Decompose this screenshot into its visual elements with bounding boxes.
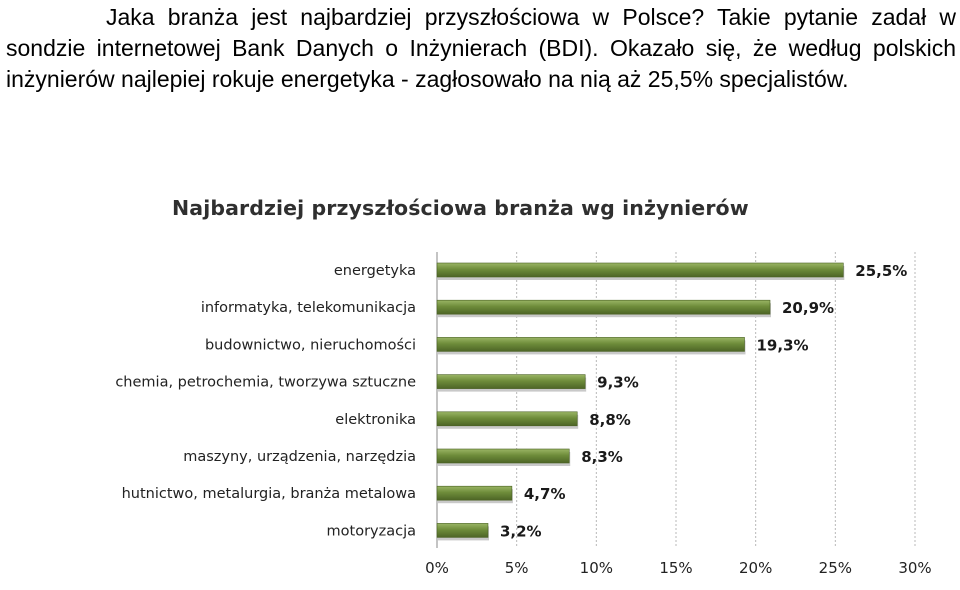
category-label: informatyka, telekomunikacja [201, 300, 416, 316]
category-label: budownictwo, nieruchomości [205, 337, 416, 353]
category-label: energetyka [334, 263, 416, 279]
value-label: 25,5% [855, 262, 907, 280]
value-label: 4,7% [524, 485, 566, 503]
grid-lines [516, 252, 916, 548]
category-label: hutnictwo, metalurgia, branża metalowa [122, 486, 416, 502]
category-label: elektronika [335, 412, 416, 428]
bar [436, 374, 586, 389]
x-tick-label: 0% [425, 559, 449, 577]
x-tick-label: 30% [898, 559, 931, 577]
x-tick-label: 25% [819, 559, 852, 577]
value-label: 20,9% [782, 299, 834, 317]
bar [436, 485, 513, 501]
value-label: 3,2% [500, 522, 542, 540]
intro-paragraph: Jaka branża jest najbardziej przyszłości… [6, 4, 956, 92]
x-tick-label: 5% [505, 559, 529, 577]
bar [436, 448, 570, 464]
chart-title: Najbardziej przyszłościowa branża wg inż… [172, 196, 749, 220]
category-label: motoryzacja [327, 523, 416, 539]
bar [436, 262, 844, 278]
value-label: 9,3% [597, 374, 639, 392]
x-tick-label: 10% [580, 559, 613, 577]
value-label: 8,8% [589, 411, 631, 429]
value-label: 8,3% [581, 448, 623, 466]
bar [436, 337, 745, 352]
bars [436, 262, 845, 541]
bar [436, 523, 489, 538]
labels: 0% 5% 10% 15% 20% 25% 30% energetyka 25,5% inform… [115, 262, 931, 577]
x-tick-label: 15% [659, 559, 692, 577]
category-label: maszyny, urządzenia, narzędzia [183, 449, 416, 465]
category-label: chemia, petrochemia, tworzywa sztuczne [115, 375, 416, 391]
bar [436, 299, 771, 315]
value-label: 19,3% [757, 336, 809, 354]
x-tick-label: 20% [739, 559, 772, 577]
bar [436, 411, 578, 427]
